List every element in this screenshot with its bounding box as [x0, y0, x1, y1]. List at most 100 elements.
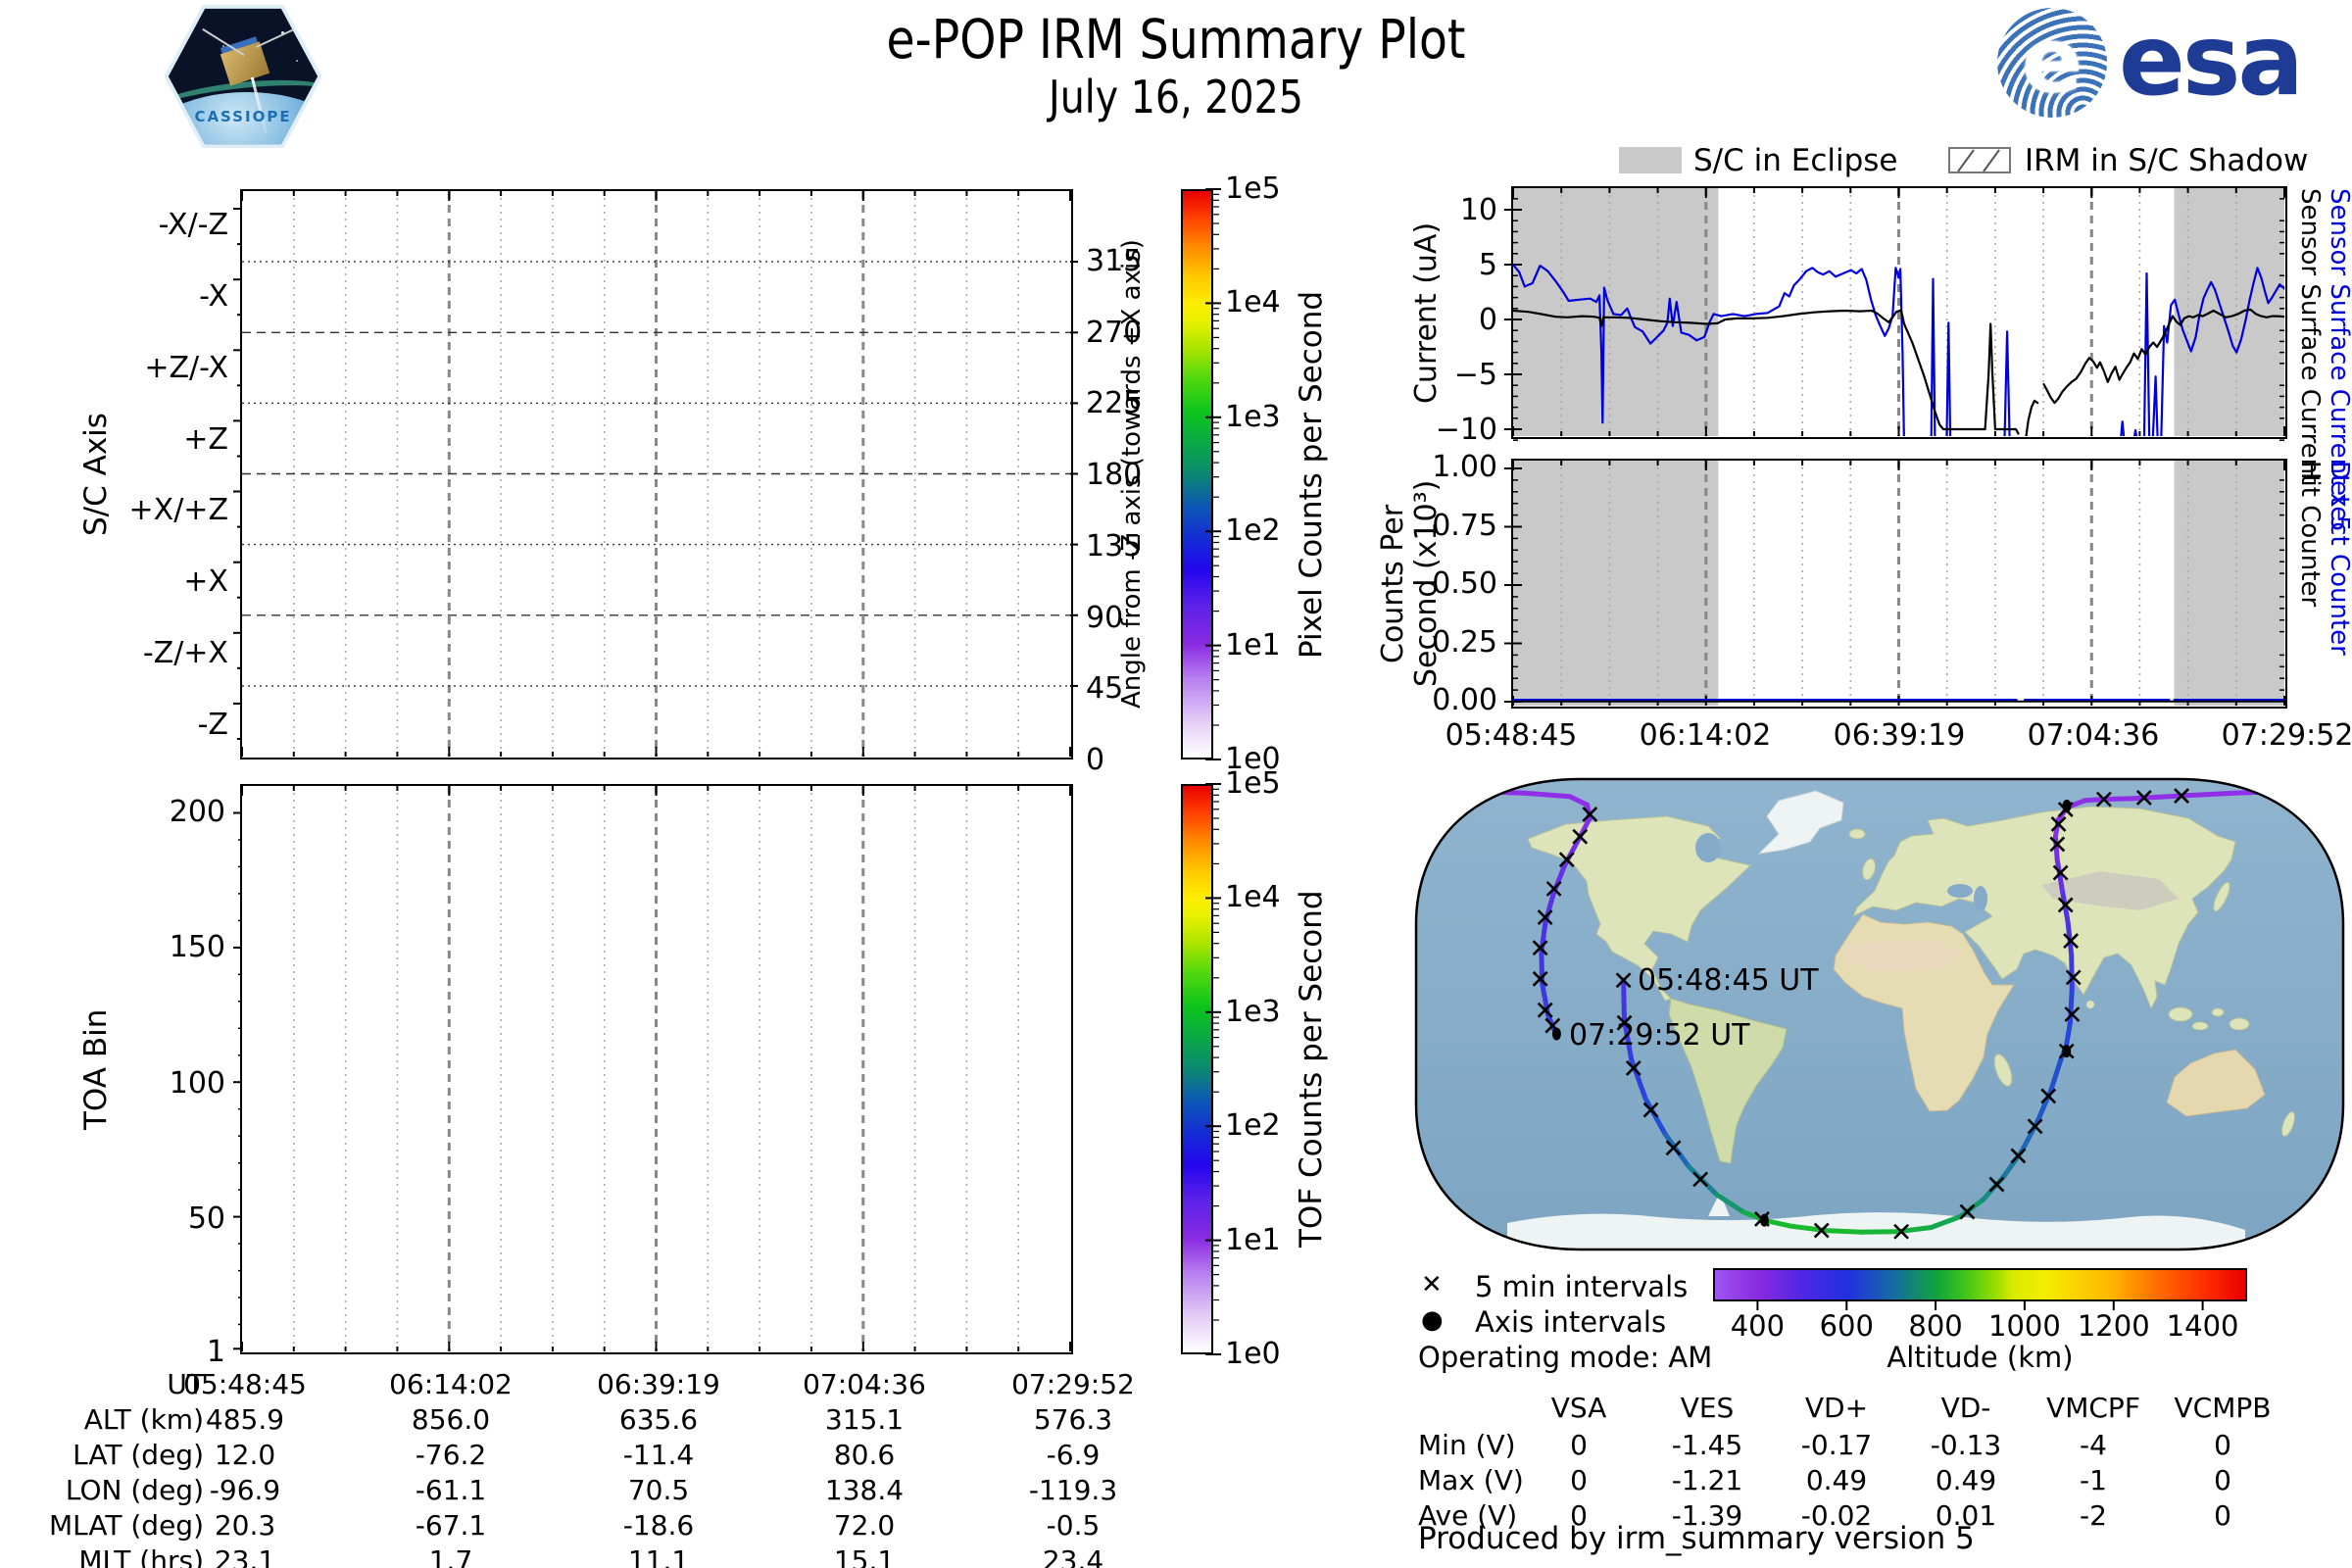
- ephemeris-row-label: LAT (deg): [73, 1439, 204, 1471]
- esa-emblem-icon: [1997, 8, 2107, 118]
- toa-ytick: 150: [169, 930, 225, 965]
- ephemeris-cell: -6.9: [1046, 1439, 1101, 1471]
- sc-axis-ytick: +Z/-X: [144, 350, 228, 385]
- voltage-col-header: VD-: [1940, 1392, 1991, 1424]
- pixel-cb-tick: 1e4: [1225, 285, 1281, 320]
- pixel-cb-tick: 1e0: [1225, 742, 1281, 776]
- pixel-cb-tick: 1e5: [1225, 172, 1281, 206]
- voltage-cell: 0: [2214, 1464, 2231, 1496]
- ephemeris-cell: 07:29:52: [1011, 1368, 1135, 1400]
- pixel-cb-tick: 1e1: [1225, 627, 1281, 662]
- counts-xtick: 06:39:19: [1833, 718, 1966, 753]
- counts-ytick: 1.00: [1432, 450, 1497, 484]
- eclipse-legend-label: S/C in Eclipse: [1693, 143, 1898, 178]
- eclipse-legend-swatch: [1619, 147, 1682, 173]
- voltage-row-label: Ave (V): [1418, 1499, 1518, 1532]
- voltage-cell: -1.45: [1671, 1429, 1743, 1461]
- voltage-cell: 0: [1570, 1499, 1588, 1532]
- operating-mode: Operating mode: AM: [1418, 1341, 1713, 1374]
- toa-plot: [233, 784, 1073, 1354]
- satellite-icon: [220, 41, 270, 86]
- ephemeris-cell: 485.9: [205, 1403, 285, 1436]
- track-markers: [1532, 788, 2190, 1240]
- altitude-tick: 1000: [1988, 1309, 2061, 1343]
- ephemeris-cell: 70.5: [627, 1474, 690, 1506]
- sc-axis-right-tick: 315: [1086, 243, 1143, 278]
- current-right-label-black: Sensor Surface Current: [2295, 188, 2325, 485]
- ephemeris-cell: 20.3: [214, 1509, 276, 1542]
- voltage-col-header: VCMPB: [2174, 1392, 2272, 1424]
- ephemeris-cell: -61.1: [415, 1474, 487, 1506]
- counts-ytick: 0.50: [1432, 566, 1497, 601]
- sc-axis-ytick: -Z/+X: [142, 635, 228, 670]
- ephemeris-cell: -0.5: [1046, 1509, 1101, 1542]
- shadow-legend-swatch: [1948, 147, 2011, 173]
- sc-axis-right-tick: 45: [1086, 671, 1124, 707]
- current-right-label-blue: Sensor Surface Current x 5: [2325, 188, 2352, 532]
- ephemeris-row-label: ALT (km): [83, 1403, 204, 1436]
- sc-axis-plot: [233, 189, 1078, 760]
- voltage-cell: -0.17: [1800, 1429, 1873, 1461]
- voltage-col-header: VMCPF: [2046, 1392, 2140, 1424]
- counts-xtick: 06:14:02: [1639, 718, 1772, 753]
- axis-intervals-label: Axis intervals: [1475, 1305, 1667, 1339]
- current-ytick: −5: [1453, 358, 1497, 392]
- voltage-cell: -1.39: [1671, 1499, 1743, 1532]
- altitude-tick: 1200: [2077, 1309, 2150, 1343]
- toa-ylabel: TOA Bin: [78, 1008, 114, 1130]
- tof-counts-colorbar: [1181, 784, 1213, 1354]
- sc-axis-ytick: +X/+Z: [128, 493, 228, 528]
- sc-axis-ytick: -X/-Z: [158, 208, 228, 243]
- altitude-tick: 400: [1730, 1309, 1786, 1343]
- esa-emblem-e: e: [2021, 8, 2083, 113]
- ephemeris-cell: 138.4: [824, 1474, 905, 1506]
- ephemeris-row-label: UT: [167, 1368, 204, 1400]
- voltage-row-label: Min (V): [1418, 1429, 1516, 1461]
- ephemeris-cell: 72.0: [833, 1509, 896, 1542]
- voltage-cell: -2: [2080, 1499, 2107, 1532]
- pixel-cb-tick: 1e3: [1225, 399, 1281, 434]
- patch-background: CASSIOPE: [168, 8, 318, 145]
- counts-ytick: 0.25: [1432, 625, 1497, 660]
- x-marker-icon: ✕: [1421, 1270, 1443, 1299]
- sc-axis-right-tick: 0: [1086, 743, 1105, 777]
- voltage-row-label: Max (V): [1418, 1464, 1524, 1496]
- counts-right-label-black: Hit Counter: [2295, 461, 2325, 608]
- tof-cb-tick: 1e5: [1225, 766, 1281, 801]
- toa-ytick: 50: [187, 1201, 225, 1237]
- ephemeris-cell: 12.0: [214, 1439, 276, 1471]
- sc-axis-right-tick: 135: [1086, 528, 1143, 564]
- counts-ytick: 0.75: [1432, 509, 1497, 543]
- title-block: e-POP IRM Summary Plot July 16, 2025: [588, 8, 1764, 123]
- ephemeris-row-label: LON (deg): [65, 1474, 204, 1506]
- toa-ytick: 200: [169, 794, 225, 829]
- ephemeris-cell: 11.1: [627, 1544, 690, 1568]
- ephemeris-cell: -119.3: [1028, 1474, 1118, 1506]
- voltage-col-header: VD+: [1804, 1392, 1869, 1424]
- pixel-counts-colorbar-label: Pixel Counts per Second: [1294, 290, 1329, 659]
- voltage-cell: 0: [1570, 1429, 1588, 1461]
- ephemeris-cell: 06:14:02: [389, 1368, 513, 1400]
- sc-axis-ytick: -Z: [197, 707, 228, 742]
- altitude-tick: 1400: [2166, 1309, 2239, 1343]
- ephemeris-cell: 856.0: [411, 1403, 491, 1436]
- tof-counts-colorbar-label: TOF Counts per Second: [1294, 890, 1329, 1249]
- counts-ytick: 0.00: [1432, 683, 1497, 717]
- altitude-colorbar: [1713, 1268, 2247, 1301]
- voltage-col-header: VSA: [1550, 1392, 1607, 1424]
- patch-label: CASSIOPE: [194, 108, 292, 125]
- footer-version: Produced by irm_summary version 5: [1418, 1521, 1975, 1556]
- ephemeris-cell: 23.1: [214, 1544, 276, 1568]
- map-end-annotation: 07:29:52 UT: [1569, 1018, 1750, 1053]
- voltage-cell: -4: [2080, 1429, 2107, 1461]
- ephemeris-cell: -96.9: [209, 1474, 281, 1506]
- ephemeris-cell: -18.6: [622, 1509, 695, 1542]
- voltage-cell: 0.01: [1935, 1499, 1997, 1532]
- altitude-tick: 600: [1819, 1309, 1874, 1343]
- current-ytick: −10: [1435, 413, 1497, 447]
- counts-xtick: 07:04:36: [2027, 718, 2160, 753]
- ephemeris-cell: 15.1: [833, 1544, 896, 1568]
- sc-axis-right-tick: 180: [1086, 458, 1143, 492]
- page-date: July 16, 2025: [1049, 71, 1303, 123]
